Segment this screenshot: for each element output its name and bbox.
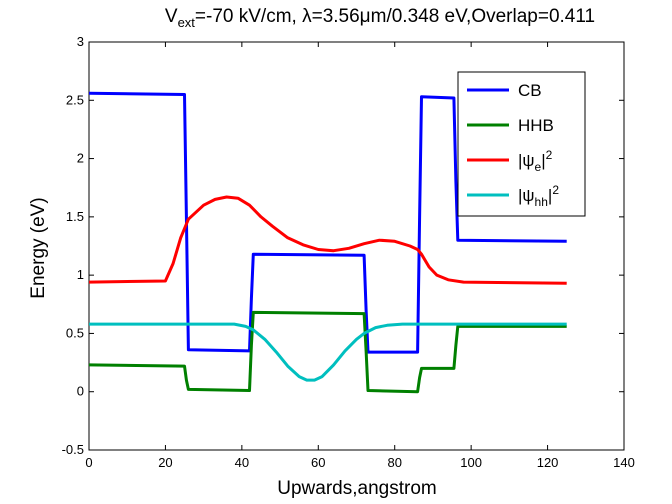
y-axis-label: Energy (eV) xyxy=(28,197,49,298)
series-line-1 xyxy=(88,310,567,394)
x-tick-label: 80 xyxy=(387,455,401,470)
y-tick-label: 3 xyxy=(77,34,84,49)
y-tick-label: 2 xyxy=(77,151,84,166)
y-tick-label: 2.5 xyxy=(66,92,84,107)
legend-label: CB xyxy=(518,81,542,100)
legend-label: |ψhh|2 xyxy=(518,183,559,209)
y-tick-label: 0 xyxy=(77,384,84,399)
legend-label: HHB xyxy=(518,116,554,135)
x-axis-label: Upwards,angstrom xyxy=(277,478,436,499)
legend-label: |ψe|2 xyxy=(518,148,553,174)
y-tick-label: 1.5 xyxy=(66,209,84,224)
x-tick-label: 60 xyxy=(311,455,325,470)
x-tick-label: 20 xyxy=(158,455,172,470)
chart-title: Vext=-70 kV/cm, λ=3.56μm/0.348 eV,Overla… xyxy=(165,6,595,30)
y-tick-label: -0.5 xyxy=(62,442,84,457)
x-tick-label: 0 xyxy=(85,455,92,470)
legend-box xyxy=(457,71,586,217)
x-tick-label: 120 xyxy=(537,455,559,470)
series-line-2 xyxy=(88,195,567,285)
series-line-0 xyxy=(88,91,567,354)
legend: CB HHB |ψe|2 |ψhh|2 xyxy=(457,71,586,217)
y-tick-label: 0.5 xyxy=(66,325,84,340)
y-tick-label: 1 xyxy=(77,267,84,282)
x-tick-label: 100 xyxy=(460,455,482,470)
x-tick-label: 40 xyxy=(235,455,249,470)
series-line-3 xyxy=(89,322,567,382)
x-tick-label: 140 xyxy=(613,455,635,470)
